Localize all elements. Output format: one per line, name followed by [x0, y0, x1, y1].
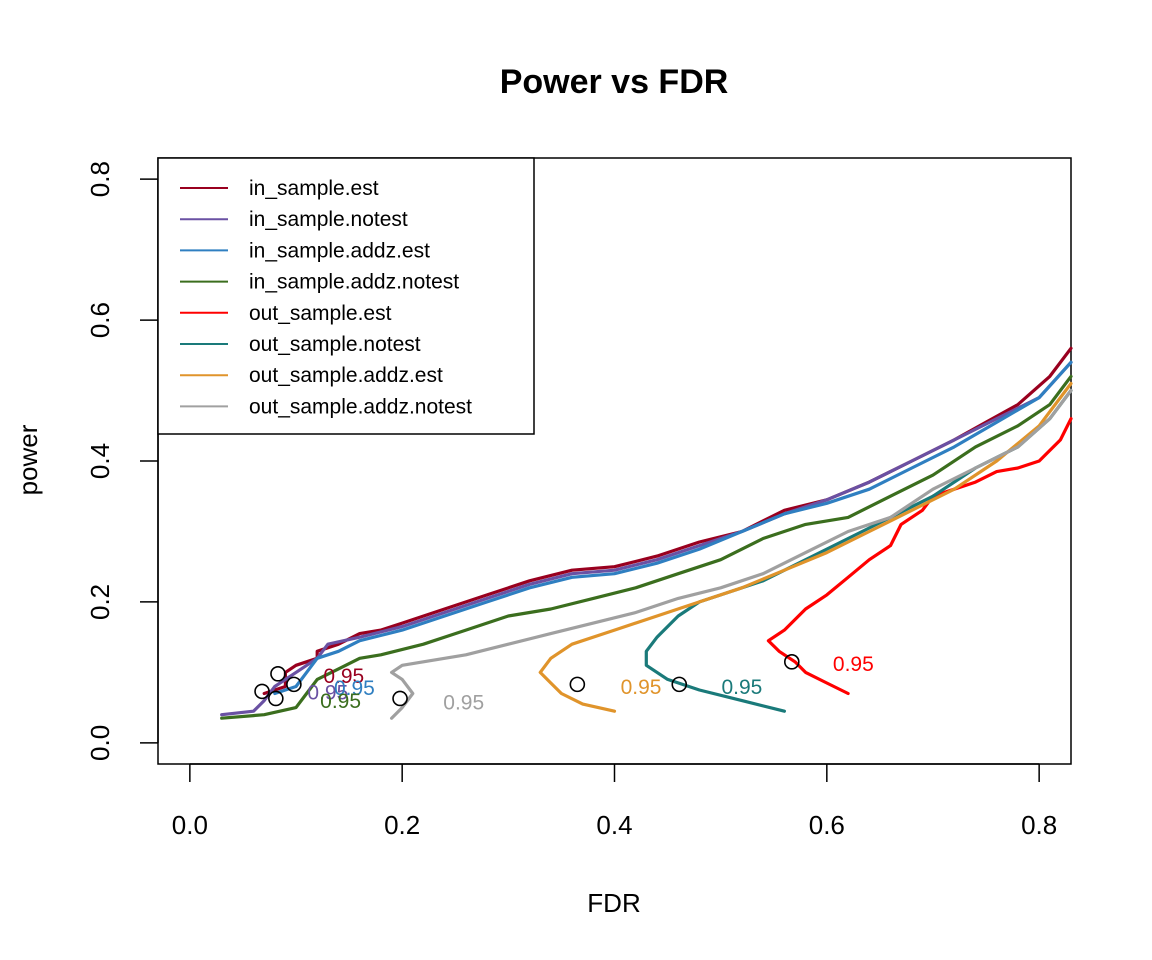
- series-line-in-sample-notest: [220, 360, 1073, 717]
- plot-frame: [157, 157, 1072, 765]
- threshold-label-out-sample-addz-est: 0.95: [621, 676, 662, 699]
- x-tick-label: 0.6: [809, 810, 845, 840]
- legend-label-in-sample-addz-est: in_sample.addz.est: [249, 239, 430, 262]
- y-tick-label: 0.8: [85, 161, 115, 197]
- marker-layer: 0.950.950.950.950.950.950.950.95: [254, 653, 874, 714]
- legend-label-out-sample-est: out_sample.est: [249, 302, 392, 325]
- x-axis: 0.0 0.2 0.4 0.6 0.8: [172, 763, 1057, 840]
- threshold-label-in-sample-addz-notest: 0.95: [320, 690, 361, 713]
- y-axis-label: power: [13, 424, 43, 495]
- threshold-marker-in-sample-addz-notest: [268, 690, 284, 707]
- threshold-marker-out-sample-addz-notest: [392, 690, 408, 707]
- threshold-label-out-sample-addz-notest: 0.95: [443, 691, 484, 714]
- threshold-marker-out-sample-est: [783, 654, 800, 670]
- threshold-marker-in-sample-notest: [254, 683, 270, 700]
- x-tick-label: 0.0: [172, 810, 208, 840]
- y-axis: 0.0 0.2 0.4 0.6 0.8: [85, 161, 159, 761]
- legend-label-out-sample-addz-notest: out_sample.addz.notest: [249, 395, 472, 418]
- legend-label-in-sample-notest: in_sample.notest: [249, 208, 408, 231]
- x-tick-label: 0.4: [596, 810, 632, 840]
- y-tick-label: 0.0: [85, 725, 115, 761]
- legend-label-in-sample-est: in_sample.est: [249, 177, 379, 200]
- threshold-label-out-sample-notest: 0.95: [721, 676, 762, 699]
- series-line-out-sample-addz-notest: [390, 388, 1073, 720]
- threshold-label-in-sample-addz-est: 0.95: [334, 677, 375, 700]
- series-line-in-sample-addz-notest: [220, 374, 1073, 720]
- x-tick-label: 0.2: [384, 810, 420, 840]
- y-tick-label: 0.4: [85, 443, 115, 479]
- threshold-label-in-sample-notest: 0.95: [307, 681, 348, 704]
- threshold-label-in-sample-est: 0.95: [323, 665, 364, 688]
- threshold-label-out-sample-est: 0.95: [833, 653, 874, 676]
- threshold-marker-out-sample-addz-est: [569, 676, 586, 693]
- series-line-out-sample-addz-est: [538, 381, 1073, 713]
- chart-title: Power vs FDR: [500, 63, 729, 101]
- threshold-marker-in-sample-est: [270, 666, 286, 682]
- legend-box: [157, 157, 535, 435]
- y-tick-label: 0.2: [85, 584, 115, 620]
- y-tick-label: 0.6: [85, 302, 115, 338]
- threshold-marker-in-sample-addz-est: [286, 676, 302, 693]
- threshold-marker-out-sample-notest: [671, 676, 688, 693]
- series-line-in-sample-addz-est: [273, 360, 1073, 696]
- legend-label-in-sample-addz-notest: in_sample.addz.notest: [249, 271, 459, 294]
- legend-label-out-sample-addz-est: out_sample.addz.est: [249, 364, 443, 387]
- x-tick-label: 0.8: [1021, 810, 1057, 840]
- legend-label-out-sample-notest: out_sample.notest: [249, 333, 421, 356]
- legend: in_sample.est in_sample.notest in_sample.a…: [157, 157, 535, 435]
- x-axis-label: FDR: [587, 888, 640, 918]
